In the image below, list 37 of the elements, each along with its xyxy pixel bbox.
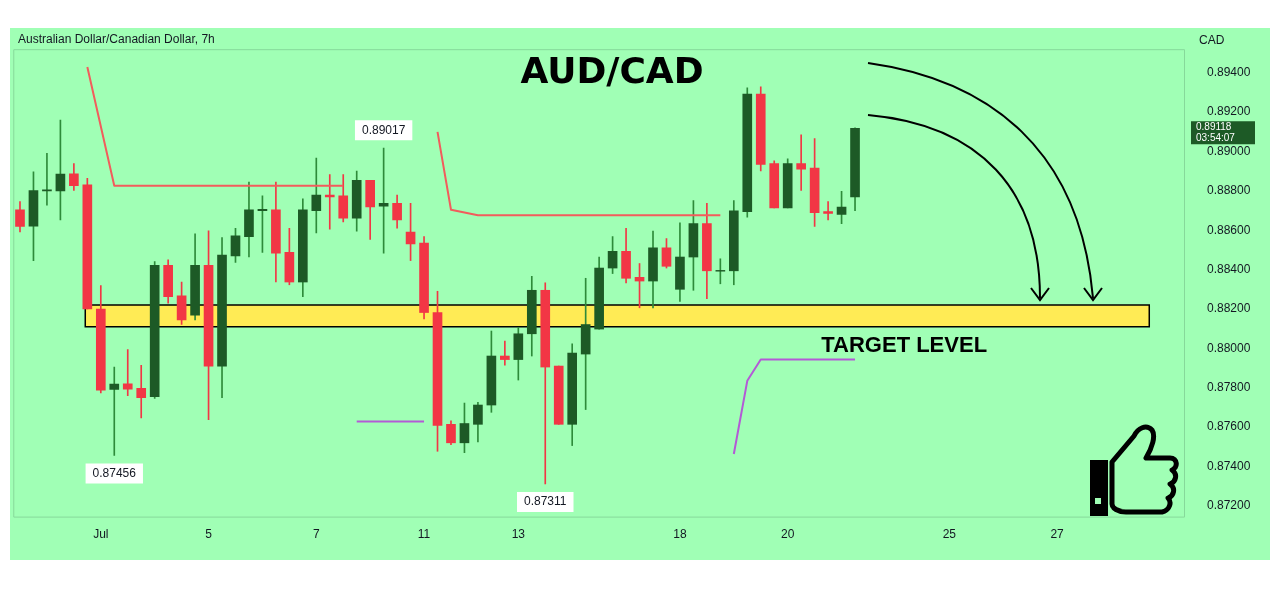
annotation: 0.89017 <box>361 122 406 137</box>
x-tick-label: Jul <box>93 527 109 542</box>
y-tick-label: 0.88600 <box>1207 222 1251 237</box>
candlestick <box>109 366 120 456</box>
band-label: TARGET LEVEL <box>821 331 988 357</box>
y-tick-label: 0.88800 <box>1207 183 1251 198</box>
candlestick <box>823 201 833 221</box>
x-tick-label: 20 <box>781 527 795 542</box>
annotation: 0.87456 <box>92 465 137 480</box>
x-tick-label: 18 <box>673 527 687 542</box>
x-tick-label: 11 <box>417 527 431 542</box>
candlestick <box>122 349 133 397</box>
y-tick-label: 0.87400 <box>1207 458 1251 473</box>
x-tick-label: 13 <box>511 527 526 542</box>
x-tick-label: 27 <box>1050 527 1065 542</box>
y-tick-label: 0.89000 <box>1207 143 1251 158</box>
y-tick-label: 0.87600 <box>1207 419 1251 434</box>
candlestick <box>796 134 806 191</box>
y-tick-label: 0.89200 <box>1207 104 1251 119</box>
chart-title: AUD/CAD <box>520 50 704 92</box>
y-tick-label: 0.88000 <box>1207 340 1251 355</box>
x-tick-label: 5 <box>205 527 213 542</box>
y-axis-title: CAD <box>1199 33 1225 48</box>
y-tick-label: 0.87200 <box>1207 498 1251 513</box>
text: 0.89118 <box>1196 121 1232 133</box>
x-tick-label: 7 <box>312 527 320 542</box>
text: 03:54:07 <box>1196 132 1236 144</box>
candlestick <box>311 157 322 234</box>
chart-subtitle: Australian Dollar/Canadian Dollar, 7h <box>18 32 215 47</box>
y-tick-label: 0.88400 <box>1207 261 1251 276</box>
candlestick <box>500 340 510 366</box>
annotation: 0.87311 <box>524 494 567 509</box>
y-tick-label: 0.87800 <box>1207 380 1251 395</box>
x-tick-label: 25 <box>942 527 957 542</box>
y-tick-label: 0.88200 <box>1207 301 1251 316</box>
y-tick-label: 0.89400 <box>1207 65 1251 80</box>
candlestick <box>136 364 147 419</box>
